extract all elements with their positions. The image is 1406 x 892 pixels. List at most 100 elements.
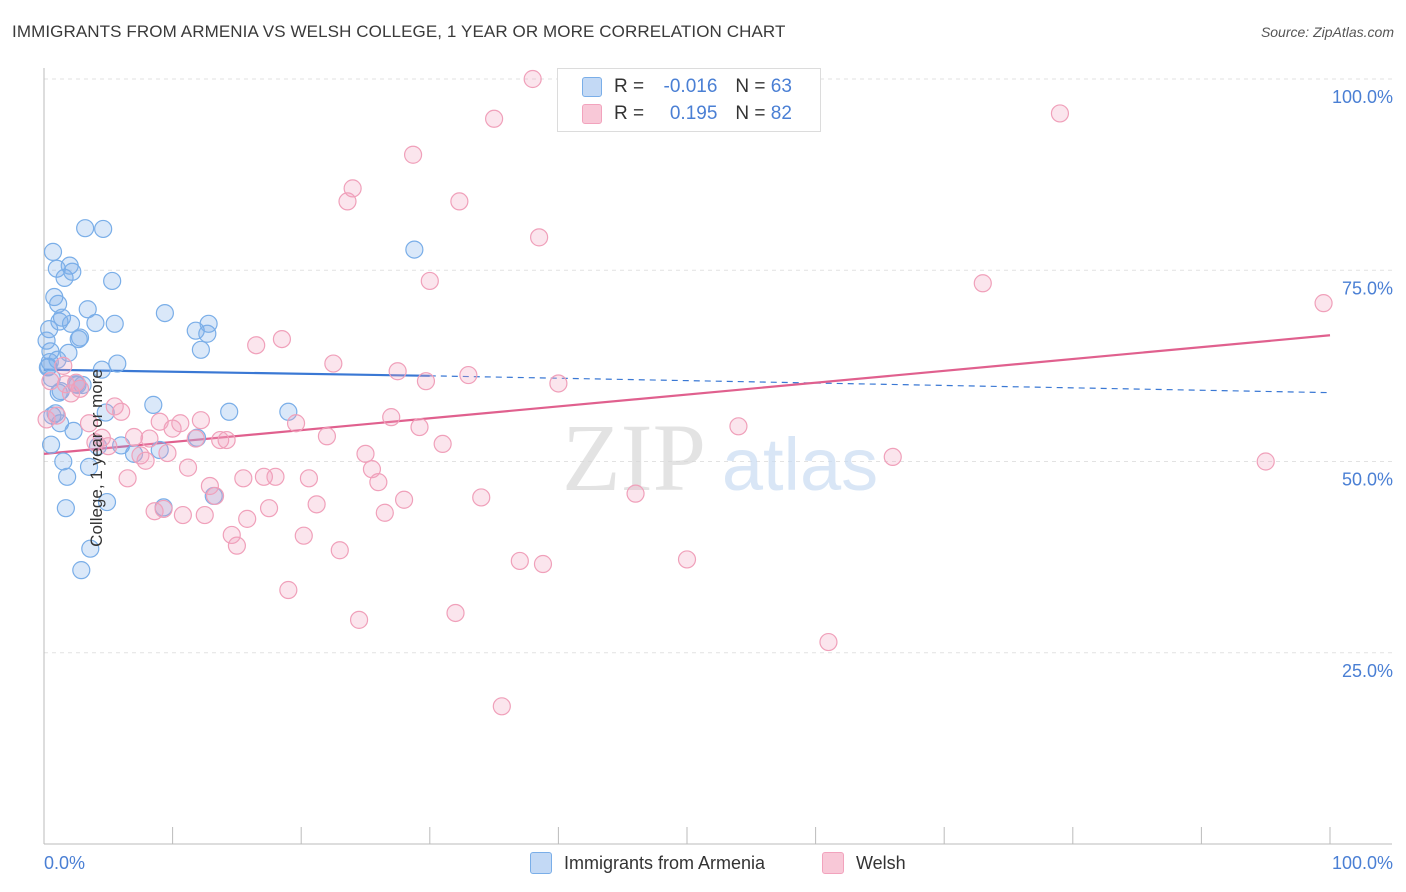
bottom-legend-armenia: Immigrants from Armenia bbox=[530, 852, 765, 874]
legend-n-value: 82 bbox=[770, 103, 792, 124]
point-armenia bbox=[92, 360, 111, 379]
grid-lines bbox=[44, 78, 1392, 654]
legend-n-value: 63 bbox=[770, 76, 792, 97]
legend-r-value: 0.195 bbox=[669, 103, 718, 124]
point-welsh bbox=[41, 372, 60, 391]
point-welsh bbox=[485, 109, 504, 128]
point-welsh bbox=[343, 179, 362, 198]
axes bbox=[43, 68, 1392, 845]
point-armenia bbox=[86, 313, 105, 333]
point-welsh bbox=[330, 541, 349, 560]
point-armenia bbox=[79, 457, 99, 476]
point-welsh bbox=[819, 632, 838, 652]
legend-r-label: R = bbox=[614, 76, 645, 97]
point-armenia bbox=[78, 300, 97, 319]
point-armenia bbox=[61, 314, 81, 333]
point-welsh bbox=[307, 495, 326, 514]
point-armenia bbox=[103, 271, 122, 291]
point-armenia bbox=[41, 435, 61, 454]
point-welsh bbox=[195, 505, 214, 525]
point-armenia bbox=[94, 219, 113, 239]
point-armenia bbox=[220, 402, 239, 421]
point-welsh bbox=[530, 228, 549, 247]
watermark-atlas: atlas bbox=[722, 423, 878, 506]
point-welsh bbox=[420, 271, 439, 291]
point-welsh bbox=[394, 490, 414, 509]
bottom-legend-swatch-blue bbox=[530, 852, 552, 874]
legend-n-label: N = bbox=[735, 103, 766, 124]
point-armenia bbox=[76, 219, 95, 238]
point-welsh bbox=[266, 467, 285, 486]
point-welsh bbox=[973, 274, 992, 293]
point-welsh bbox=[70, 379, 90, 398]
point-welsh bbox=[238, 509, 257, 528]
point-armenia bbox=[191, 340, 210, 359]
legend-r-value: -0.016 bbox=[663, 76, 718, 97]
point-armenia bbox=[69, 330, 88, 349]
point-welsh bbox=[349, 610, 369, 629]
point-armenia bbox=[155, 303, 174, 323]
point-armenia bbox=[40, 320, 59, 339]
bottom-legend-label: Immigrants from Armenia bbox=[564, 852, 766, 873]
point-armenia bbox=[108, 354, 127, 373]
point-welsh bbox=[382, 408, 401, 427]
trend-line-welsh bbox=[43, 334, 1331, 455]
point-welsh bbox=[883, 447, 902, 467]
point-welsh bbox=[124, 427, 144, 447]
point-welsh bbox=[191, 411, 210, 430]
point-welsh bbox=[317, 427, 337, 446]
point-welsh bbox=[410, 417, 429, 437]
point-armenia bbox=[49, 294, 68, 314]
data-points bbox=[37, 69, 1333, 716]
point-welsh bbox=[472, 488, 491, 507]
point-welsh bbox=[492, 697, 511, 716]
point-armenia bbox=[54, 452, 73, 471]
correlation-legend: R = -0.016 N = 63 R = 0.195 N = 82 bbox=[557, 68, 821, 132]
point-welsh bbox=[533, 554, 553, 574]
point-welsh bbox=[247, 336, 266, 355]
tick-labels: 100.0% 75.0% 50.0% 25.0% 0.0% 100.0% bbox=[44, 87, 1393, 873]
point-welsh bbox=[324, 354, 343, 373]
point-welsh bbox=[227, 536, 246, 555]
point-armenia bbox=[58, 467, 77, 486]
point-welsh bbox=[259, 499, 279, 518]
bottom-legend-swatch-pink bbox=[822, 852, 844, 874]
point-welsh bbox=[549, 374, 568, 393]
point-welsh bbox=[211, 430, 230, 450]
point-armenia bbox=[63, 262, 82, 281]
point-welsh bbox=[54, 356, 73, 375]
point-welsh bbox=[375, 503, 394, 522]
chart-title: IMMIGRANTS FROM ARMENIA VS WELSH COLLEGE… bbox=[12, 22, 786, 41]
point-armenia bbox=[144, 395, 163, 414]
point-welsh bbox=[118, 469, 137, 488]
point-welsh bbox=[299, 469, 319, 488]
point-welsh bbox=[459, 365, 478, 385]
watermark-zip: ZIP bbox=[562, 404, 706, 511]
point-welsh bbox=[112, 402, 131, 421]
point-welsh bbox=[279, 580, 298, 600]
point-armenia bbox=[105, 314, 124, 333]
point-welsh bbox=[369, 473, 388, 492]
point-welsh bbox=[1256, 452, 1275, 471]
point-armenia bbox=[405, 240, 424, 259]
point-welsh bbox=[140, 429, 159, 448]
point-welsh bbox=[294, 526, 313, 545]
point-welsh bbox=[433, 434, 452, 454]
point-welsh bbox=[234, 469, 253, 488]
point-welsh bbox=[523, 69, 542, 89]
y-tick-label: 100.0% bbox=[1332, 87, 1393, 107]
y-tick-label: 75.0% bbox=[1342, 278, 1393, 298]
y-tick-label: 50.0% bbox=[1342, 470, 1393, 490]
point-welsh bbox=[154, 499, 173, 519]
point-welsh bbox=[37, 410, 56, 429]
bottom-legend-label: Welsh bbox=[856, 852, 906, 873]
y-tick-label: 25.0% bbox=[1342, 661, 1393, 681]
point-welsh bbox=[626, 484, 645, 503]
x-tick-label: 0.0% bbox=[44, 853, 85, 873]
point-welsh bbox=[47, 406, 66, 425]
trend-line-armenia-dashed bbox=[429, 375, 1331, 394]
source-label: Source: ZipAtlas.com bbox=[1260, 24, 1394, 40]
legend-swatch-blue bbox=[582, 77, 602, 97]
point-welsh bbox=[217, 430, 236, 450]
